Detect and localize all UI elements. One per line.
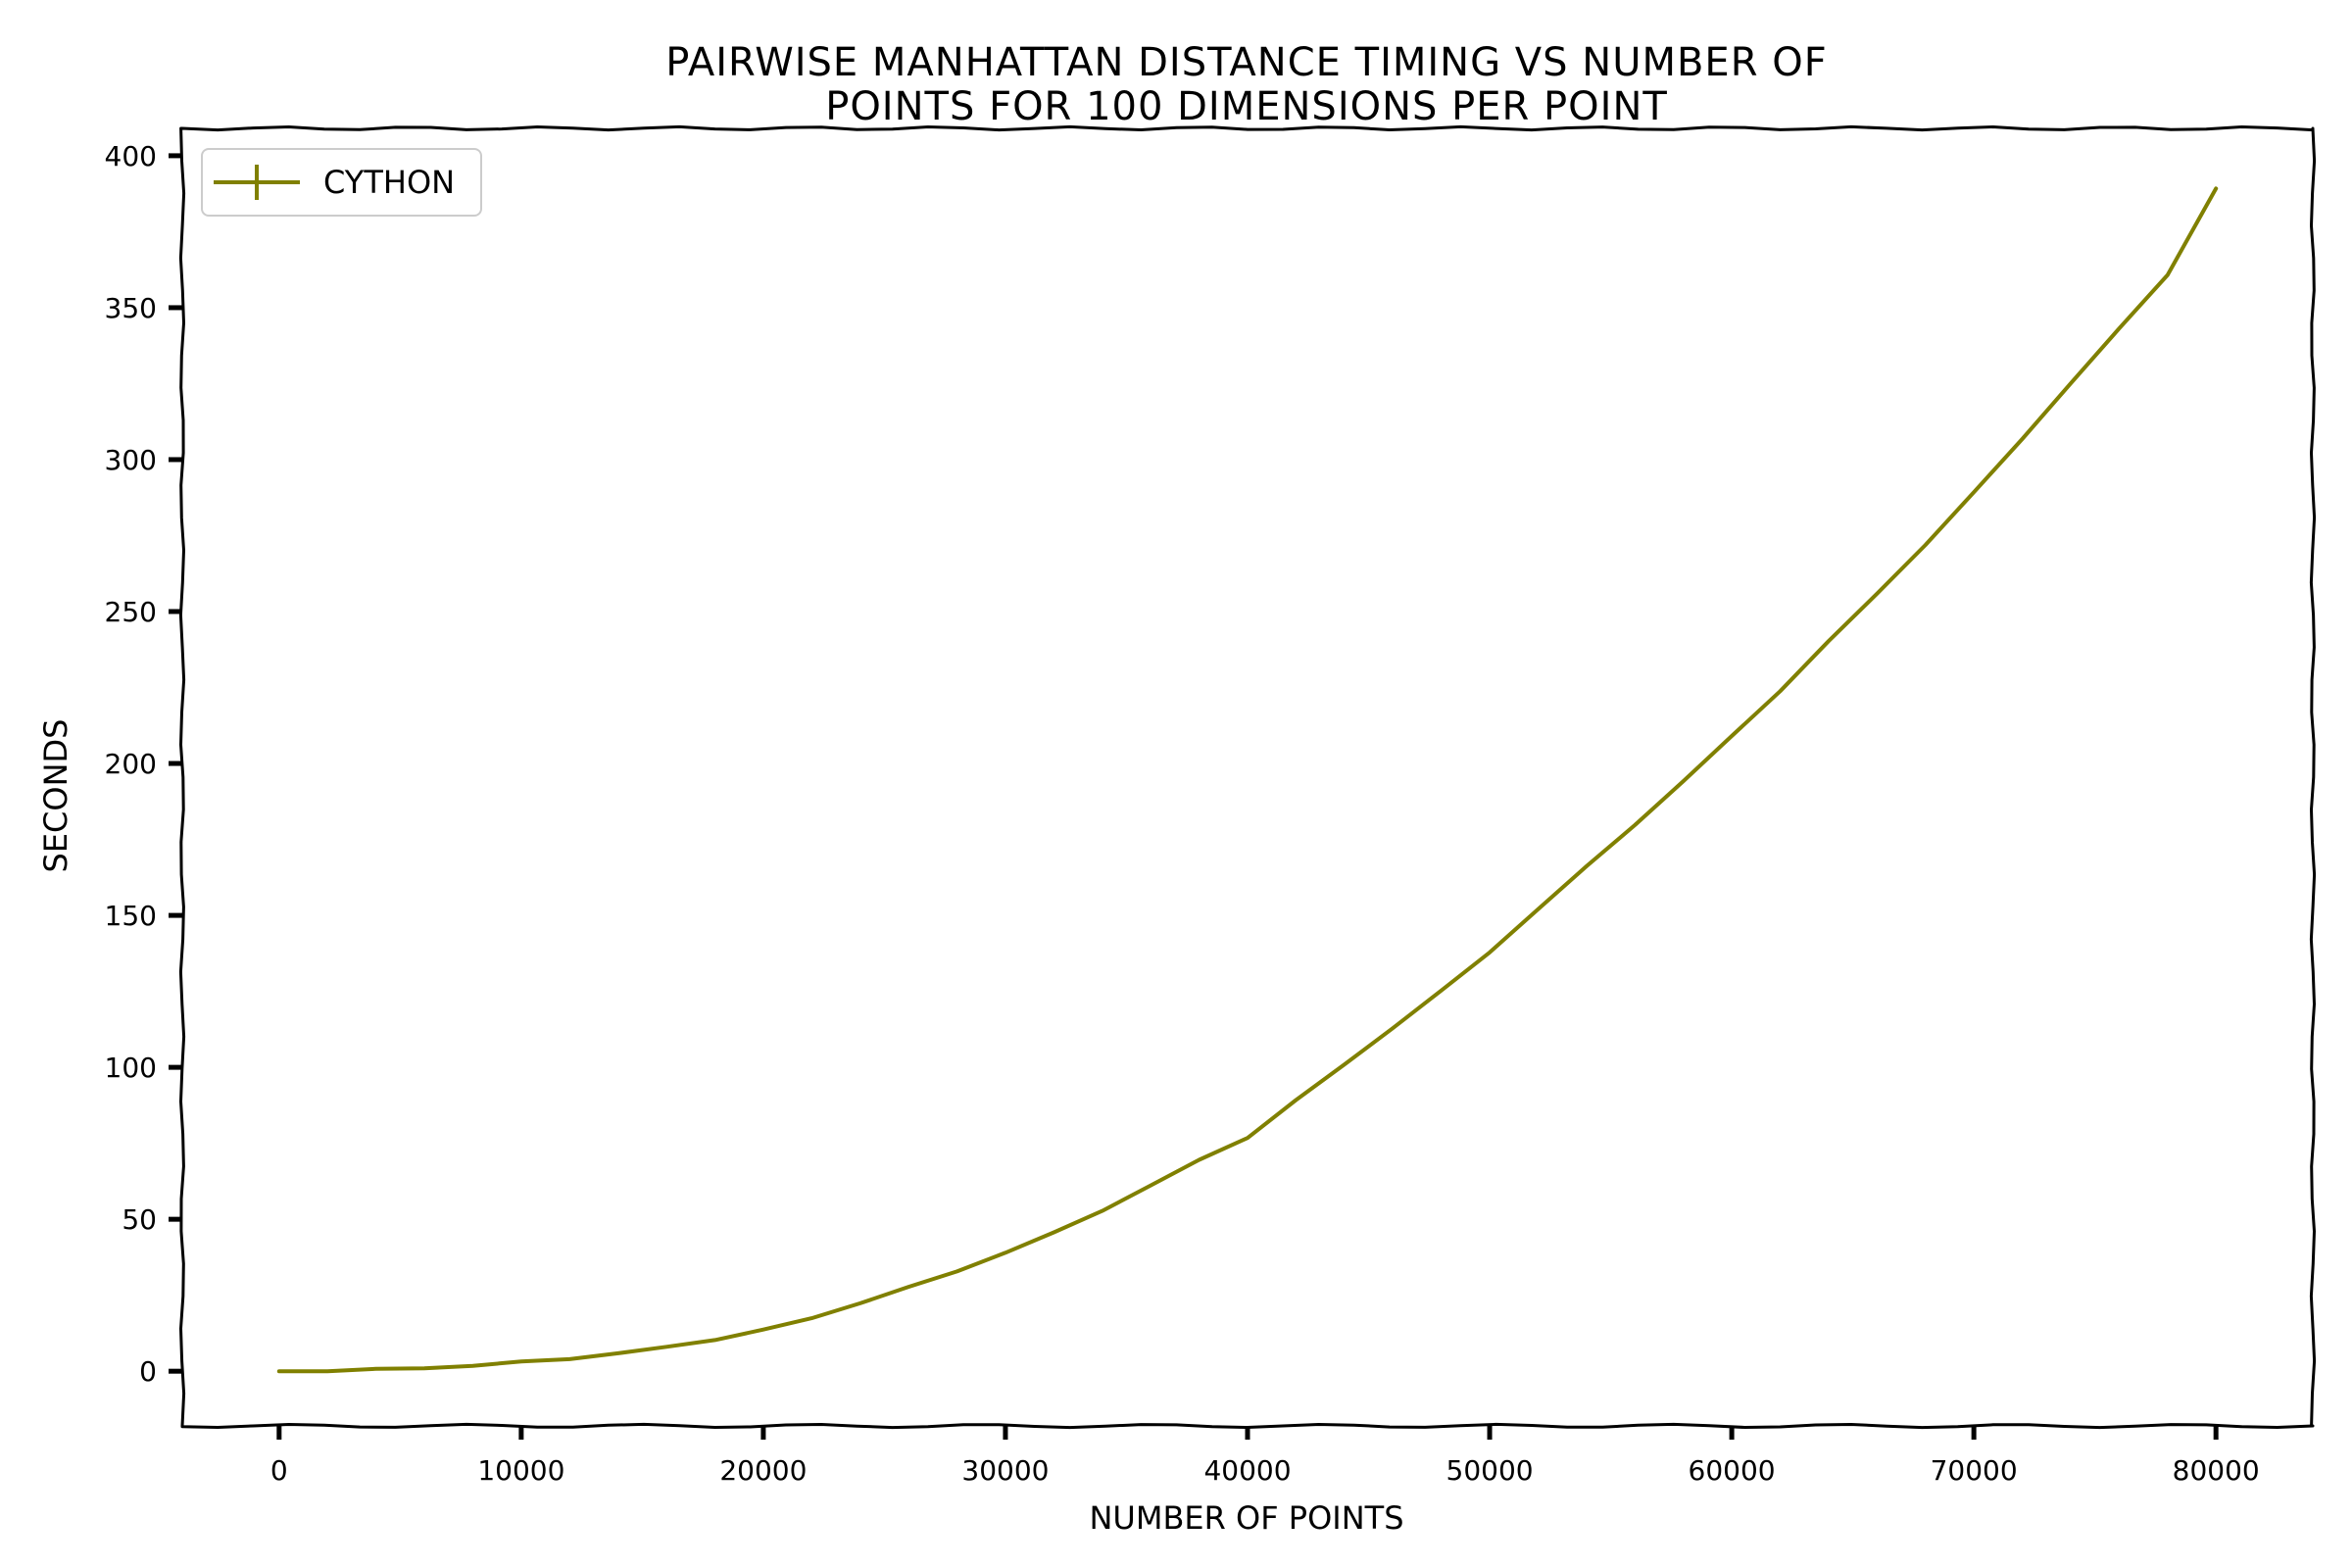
y-tick-label: 100 <box>105 1052 157 1084</box>
x-tick-label: 50000 <box>1446 1454 1534 1487</box>
series-layer <box>276 186 2219 1374</box>
y-axis-ticks: 0 50 100 150 200 250 300 350 400 <box>105 140 182 1388</box>
x-tick-label: 80000 <box>2173 1454 2260 1487</box>
series-line-cython <box>276 186 2219 1374</box>
x-tick-label: 10000 <box>477 1454 564 1487</box>
legend-entry-cython: Cython <box>323 164 455 201</box>
x-tick-label: 0 <box>270 1454 288 1487</box>
y-tick-label: 150 <box>105 900 157 932</box>
chart-title-line-1: Pairwise Manhattan Distance Timing vs Nu… <box>665 40 1827 85</box>
y-tick-label: 300 <box>105 444 157 476</box>
chart-title-line-2: Points for 100 Dimensions per Point <box>825 84 1668 129</box>
y-tick-label: 250 <box>105 596 157 628</box>
x-tick-label: 30000 <box>961 1454 1049 1487</box>
y-tick-label: 400 <box>105 140 157 172</box>
y-tick-label: 50 <box>122 1203 157 1236</box>
legend: Cython <box>201 148 482 217</box>
y-tick-label: 0 <box>139 1355 157 1388</box>
y-axis-label: Seconds <box>37 719 74 873</box>
x-tick-label: 40000 <box>1203 1454 1291 1487</box>
x-axis-label: Number of Points <box>1089 1499 1403 1537</box>
x-axis-ticks: 0 10000 20000 30000 40000 50000 60000 70000 8000… <box>270 1426 2260 1487</box>
x-tick-label: 70000 <box>1931 1454 2018 1487</box>
legend-box <box>201 148 482 217</box>
x-tick-label: 60000 <box>1689 1454 1776 1487</box>
y-tick-label: 200 <box>105 748 157 780</box>
chart-title: Pairwise Manhattan Distance Timing vs Nu… <box>665 40 1827 129</box>
plot-frame <box>178 124 2317 1430</box>
y-tick-label: 350 <box>105 292 157 324</box>
x-tick-label: 20000 <box>719 1454 807 1487</box>
